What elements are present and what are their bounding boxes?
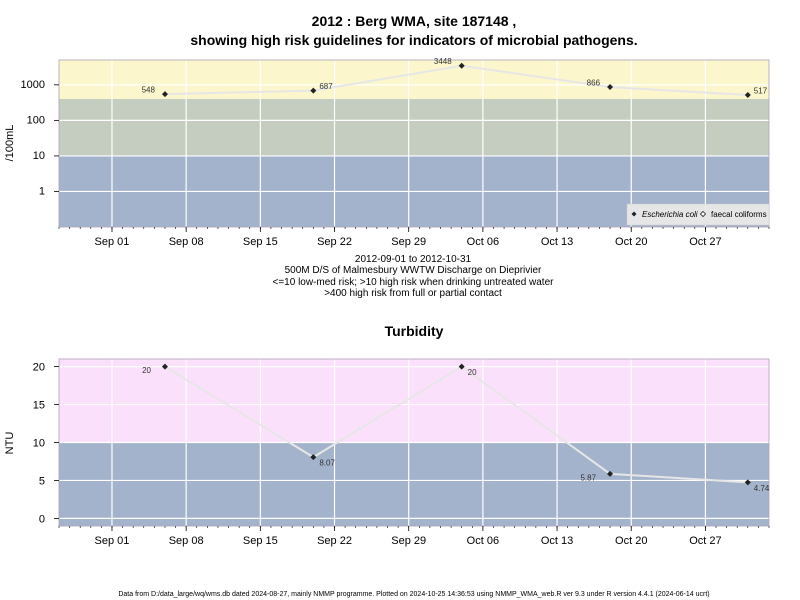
- y-tick-label: 1000: [21, 79, 45, 91]
- data-label: 548: [142, 86, 156, 95]
- plot-frame: [58, 59, 770, 228]
- data-point: [161, 91, 168, 98]
- data-label: 3448: [434, 57, 452, 66]
- x-tick-label: Sep 08: [169, 236, 204, 248]
- x-tick-label: Oct 27: [689, 236, 721, 248]
- risk-band: [59, 359, 769, 443]
- risk-band: [59, 98, 769, 156]
- caption-site-description: 500M D/S of Malmesbury WWTW Discharge on…: [285, 265, 542, 276]
- legend-label-ecoli: Escherichia coli: [642, 210, 698, 219]
- x-tick-label: Oct 27: [689, 535, 721, 547]
- y-tick-label: 10: [33, 150, 45, 162]
- x-tick-label: Oct 06: [467, 236, 499, 248]
- x-tick-label: Sep 15: [243, 535, 278, 547]
- x-tick-label: Sep 15: [243, 236, 278, 248]
- risk-band: [59, 60, 769, 99]
- x-tick-label: Oct 20: [615, 535, 647, 547]
- data-label: 20: [468, 368, 477, 377]
- y-tick-label: 100: [27, 114, 45, 126]
- y-tick-label: 15: [33, 400, 45, 412]
- legend-box: [626, 203, 770, 226]
- data-point: [310, 87, 317, 94]
- x-tick-label: Oct 13: [541, 236, 573, 248]
- top-chart-title-line2: showing high risk guidelines for indicat…: [190, 32, 637, 48]
- bottom-plot-area: Sep 01 Sep 08 Sep 15 Sep 22 Sep 29 Oct 06 Oct …: [33, 358, 770, 547]
- x-tick-label: Sep 01: [95, 535, 130, 547]
- y-tick-label: 1: [39, 185, 45, 197]
- risk-band: [59, 442, 769, 526]
- data-label: 4.74: [754, 484, 770, 493]
- data-point: [458, 62, 465, 69]
- y-tick-label: 20: [33, 362, 45, 374]
- data-point: [161, 363, 168, 370]
- bottom-chart-title: Turbidity: [385, 323, 444, 339]
- x-tick-label: Oct 13: [541, 535, 573, 547]
- data-point: [458, 363, 465, 370]
- x-tick-label: Oct 20: [615, 236, 647, 248]
- caption-contact-risk: >400 high risk from full or partial cont…: [324, 288, 502, 299]
- x-tick-label: Sep 22: [317, 236, 352, 248]
- data-point: [744, 92, 751, 99]
- data-point: [744, 479, 751, 486]
- footer-note: Data from D:/data_large/wq/wms.db dated …: [118, 591, 709, 598]
- top-chart-legend: Escherichia coli faecal coliforms: [626, 203, 770, 226]
- legend-marker-filled-diamond: [631, 211, 637, 217]
- legend-label-faecal-coliforms: faecal coliforms: [711, 210, 767, 219]
- caption-drinking-risk: <=10 low-med risk; >10 high risk when dr…: [273, 277, 555, 288]
- data-point: [607, 84, 614, 91]
- bottom-chart-ylabel: NTU: [4, 432, 16, 455]
- top-chart-title-line1: 2012 : Berg WMA, site 187148 ,: [312, 13, 517, 29]
- x-tick-label: Sep 29: [391, 236, 426, 248]
- x-tick-label: Sep 29: [391, 535, 426, 547]
- data-label: 8.07: [319, 459, 335, 468]
- caption-date-range: 2012-09-01 to 2012-10-31: [355, 254, 472, 265]
- data-label: 866: [587, 79, 601, 88]
- data-label: 5.87: [580, 473, 596, 482]
- x-tick-label: Sep 01: [95, 236, 130, 248]
- data-label: 687: [319, 82, 333, 91]
- top-chart-ylabel: /100mL: [4, 125, 16, 162]
- data-point: [310, 454, 317, 461]
- x-tick-label: Sep 22: [317, 535, 352, 547]
- data-label: 20: [142, 366, 151, 375]
- legend-marker-open-diamond: [699, 210, 707, 218]
- x-tick-label: Sep 08: [169, 535, 204, 547]
- data-point: [607, 470, 614, 477]
- y-tick-label: 0: [39, 513, 45, 525]
- y-tick-label: 10: [33, 438, 45, 450]
- x-tick-label: Oct 06: [467, 535, 499, 547]
- top-plot-area: Sep 01 Sep 08 Sep 15 Sep 22 Sep 29 Oct 06 Oct …: [21, 57, 770, 248]
- y-tick-label: 5: [39, 475, 45, 487]
- data-label: 517: [754, 87, 768, 96]
